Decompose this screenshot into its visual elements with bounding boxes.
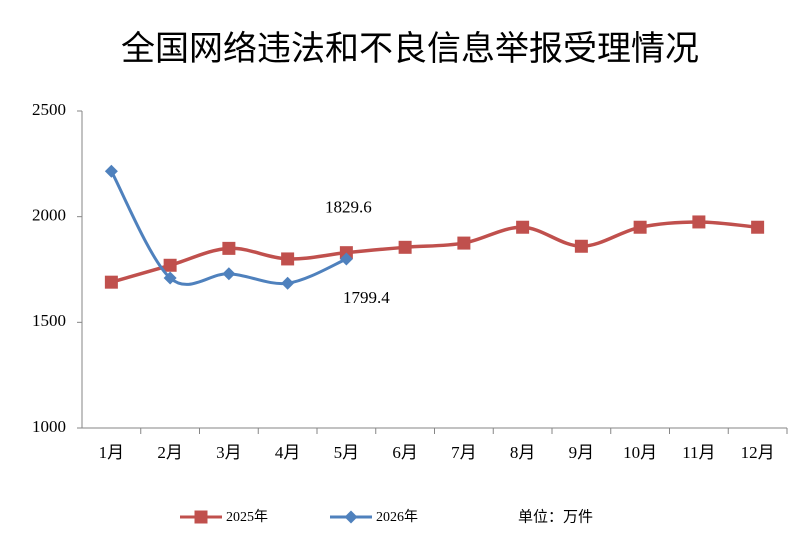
x-tick-label: 11月 bbox=[682, 443, 715, 462]
x-tick-label: 4月 bbox=[275, 443, 301, 462]
y-tick-label: 2500 bbox=[32, 100, 66, 119]
y-tick-label: 1000 bbox=[32, 417, 66, 436]
y-tick-label: 1500 bbox=[32, 311, 66, 330]
chart-title: 全国网络违法和不良信息举报受理情况 bbox=[121, 30, 699, 68]
x-tick-label: 6月 bbox=[392, 443, 418, 462]
x-tick-label: 3月 bbox=[216, 443, 242, 462]
data-point bbox=[281, 252, 295, 266]
legend-label: 2026年 bbox=[376, 509, 418, 525]
x-tick-label: 7月 bbox=[451, 443, 477, 462]
data-point bbox=[222, 267, 236, 281]
x-tick-label: 10月 bbox=[623, 443, 657, 462]
data-point bbox=[457, 236, 471, 250]
series-line bbox=[110, 220, 758, 284]
legend-marker bbox=[344, 510, 358, 524]
x-tick-label: 9月 bbox=[569, 443, 595, 462]
data-point bbox=[574, 239, 588, 253]
data-point bbox=[398, 240, 412, 254]
x-tick-label: 8月 bbox=[510, 443, 536, 462]
data-point bbox=[281, 276, 295, 290]
data-point bbox=[692, 215, 706, 229]
x-tick-label: 5月 bbox=[334, 443, 360, 462]
data-point bbox=[104, 275, 118, 289]
y-tick-label: 2000 bbox=[32, 206, 66, 225]
unit-label: 单位：万件 bbox=[518, 508, 593, 525]
legend-marker bbox=[194, 510, 208, 524]
data-point bbox=[222, 241, 236, 255]
data-point bbox=[751, 220, 765, 234]
data-label: 1799.4 bbox=[343, 288, 390, 307]
data-point bbox=[163, 258, 177, 272]
series-line bbox=[110, 170, 347, 286]
x-tick-label: 12月 bbox=[741, 443, 775, 462]
data-point bbox=[339, 252, 353, 266]
data-point bbox=[163, 271, 177, 285]
x-tick-label: 1月 bbox=[99, 443, 125, 462]
data-point bbox=[104, 164, 118, 178]
data-label: 1829.6 bbox=[325, 198, 372, 217]
data-point bbox=[516, 220, 530, 234]
x-tick-label: 2月 bbox=[157, 443, 183, 462]
data-point bbox=[633, 220, 647, 234]
legend-label: 2025年 bbox=[226, 509, 268, 525]
